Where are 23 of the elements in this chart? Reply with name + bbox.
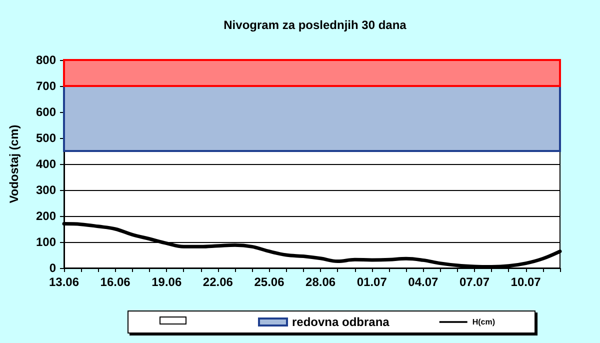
y-tick-label: 300 xyxy=(36,183,56,197)
y-tick-label: 0 xyxy=(49,261,56,275)
x-tick-label: 22.06 xyxy=(202,275,234,289)
y-tick-label: 500 xyxy=(36,131,56,145)
y-tick-label: 100 xyxy=(36,235,56,249)
legend-label: redovna odbrana xyxy=(292,315,390,329)
chart-title: Nivogram za poslednjih 30 dana xyxy=(224,18,407,32)
x-tick-label: 16.06 xyxy=(100,275,131,289)
y-tick-label: 200 xyxy=(36,209,56,223)
x-tick-label: 19.06 xyxy=(152,275,182,289)
y-tick-label: 400 xyxy=(36,157,56,171)
x-tick-label: 01.07 xyxy=(356,275,388,289)
y-tick-label: 700 xyxy=(36,79,56,93)
y-tick-label: 800 xyxy=(36,53,56,67)
x-tick-label: 04.07 xyxy=(408,275,439,289)
y-tick-label: 600 xyxy=(36,105,56,119)
x-tick-label: 10.07 xyxy=(510,275,542,289)
x-tick-label: 25.06 xyxy=(254,275,285,289)
x-tick-label: 28.06 xyxy=(306,275,336,289)
x-tick-label: 07.07 xyxy=(459,275,490,289)
x-tick-label: 13.06 xyxy=(48,275,80,289)
legend-label: H(cm) xyxy=(472,318,496,326)
y-axis-title: Vodostaj (cm) xyxy=(7,124,21,204)
